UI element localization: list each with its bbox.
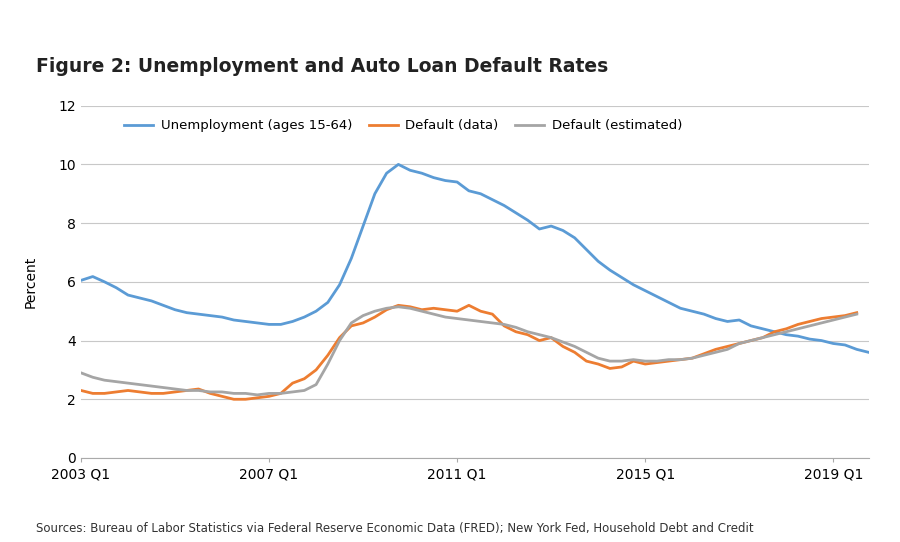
Text: Figure 2: Unemployment and Auto Loan Default Rates: Figure 2: Unemployment and Auto Loan Def… <box>36 57 608 76</box>
Y-axis label: Percent: Percent <box>23 256 38 308</box>
Legend: Unemployment (ages 15-64), Default (data), Default (estimated): Unemployment (ages 15-64), Default (data… <box>119 114 688 138</box>
Text: Sources: Bureau of Labor Statistics via Federal Reserve Economic Data (FRED); Ne: Sources: Bureau of Labor Statistics via … <box>36 522 753 535</box>
